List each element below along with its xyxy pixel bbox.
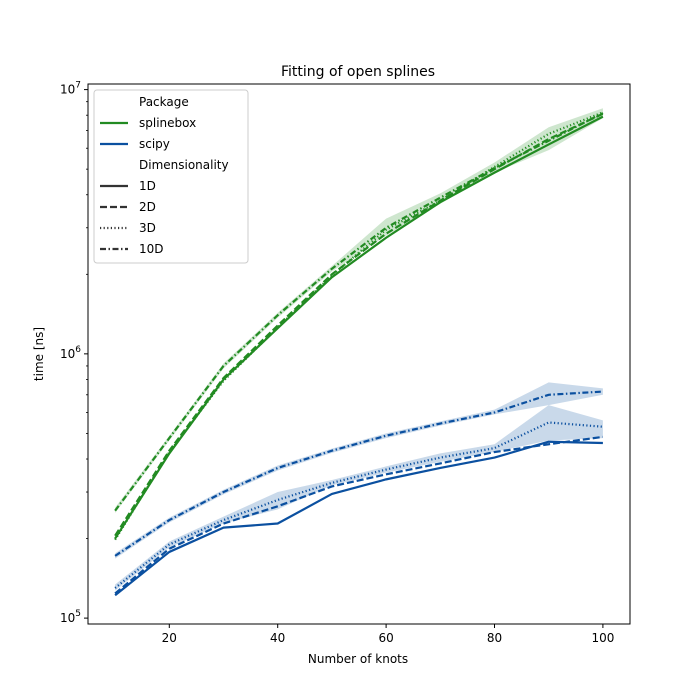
x-tick-label: 80 [487,631,502,645]
line-scipy-3D [114,421,603,589]
legend-dim-2D-label: 2D [139,200,156,214]
x-tick-label: 60 [378,631,393,645]
line-scipy-2D [114,435,604,595]
x-tick-label: 20 [162,631,177,645]
chart-title: Fitting of open splines [281,64,435,80]
legend-dim-10D-label: 10D [139,242,164,256]
x-tick-label: 40 [270,631,285,645]
line-scipy-10D [114,390,603,557]
line-scipy-1D [114,440,603,597]
y-tick-label: 106 [60,345,81,361]
y-tick-label: 107 [60,81,81,97]
x-axis-label: Number of knots [308,652,408,666]
y-axis: 105 106 107 [60,81,88,625]
legend-package-title: Package [139,95,189,109]
legend: Package splinebox scipy Dimensionality 1D 2D 3… [93,89,249,264]
x-tick-label: 100 [591,631,614,645]
series-lines [114,111,604,597]
legend-box [93,89,249,264]
y-axis-label: time [ns] [32,327,46,381]
line-splinebox-3D [114,111,604,541]
legend-dimensionality-title: Dimensionality [139,158,229,172]
legend-splinebox-label: splinebox [139,116,196,130]
legend-dim-1D-label: 1D [139,179,156,193]
legend-scipy-label: scipy [139,137,170,151]
x-axis: 20 40 60 80 100 [162,624,614,645]
y-tick-label: 105 [60,609,81,625]
legend-dim-3D-label: 3D [139,221,156,235]
band-scipy-10D [115,382,603,559]
